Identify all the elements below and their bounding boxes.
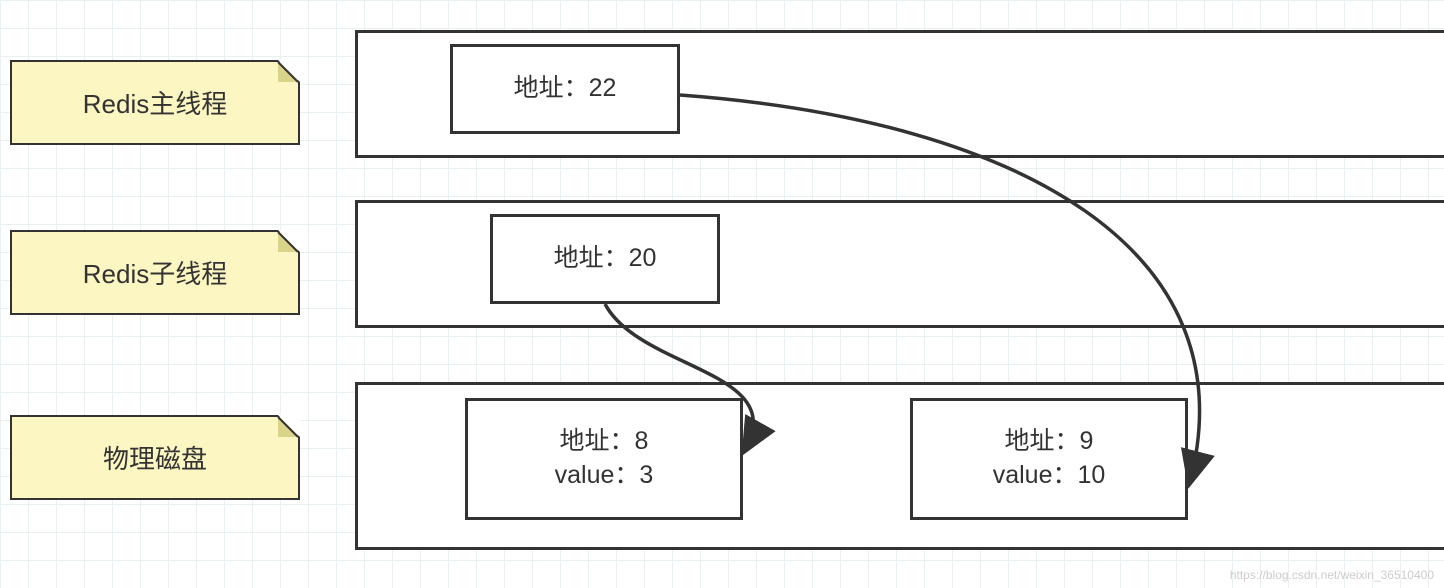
box-addr9-line2: value：10	[993, 459, 1106, 493]
box-addr22: 地址：22	[450, 44, 680, 134]
box-addr8-line2: value：3	[555, 459, 654, 493]
note-disk: 物理磁盘	[10, 415, 300, 500]
note-child-label: Redis子线程	[83, 254, 227, 291]
box-addr20: 地址：20	[490, 214, 720, 304]
box-addr22-line1: 地址：22	[514, 72, 617, 106]
box-addr9: 地址：9 value：10	[910, 398, 1188, 520]
note-main-thread: Redis主线程	[10, 60, 300, 145]
box-addr8-line1: 地址：8	[560, 425, 649, 459]
note-main-label: Redis主线程	[83, 84, 227, 121]
box-addr9-line1: 地址：9	[1005, 425, 1094, 459]
box-addr20-line1: 地址：20	[554, 242, 657, 276]
note-disk-label: 物理磁盘	[103, 439, 207, 476]
note-child-thread: Redis子线程	[10, 230, 300, 315]
box-addr8: 地址：8 value：3	[465, 398, 743, 520]
watermark: https://blog.csdn.net/weixin_36510400	[1230, 568, 1434, 582]
